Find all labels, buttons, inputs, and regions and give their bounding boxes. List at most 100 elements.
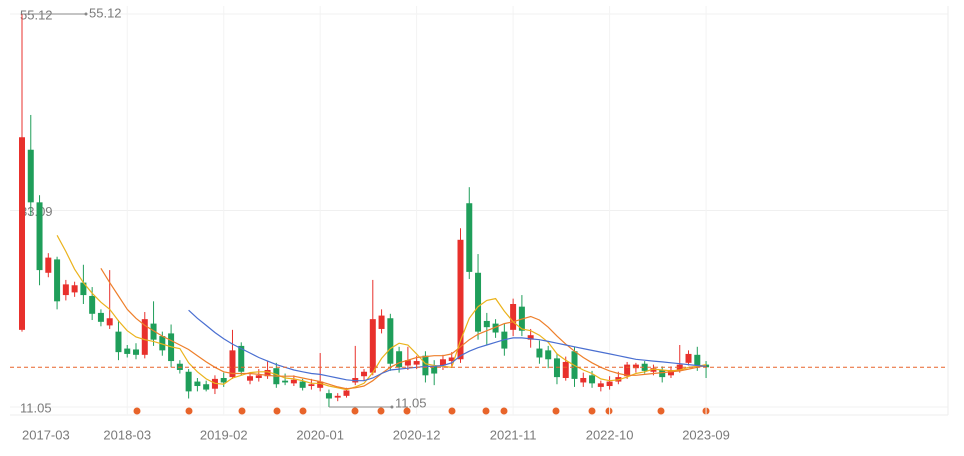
- event-dot: [552, 407, 560, 415]
- candle-body: [694, 354, 701, 366]
- event-dot: [588, 407, 596, 415]
- candle-body: [71, 285, 78, 293]
- candle-body: [475, 272, 482, 332]
- candle-body: [308, 384, 315, 387]
- candle-body: [431, 366, 438, 374]
- candle-body: [650, 368, 657, 372]
- candle-body: [141, 319, 148, 355]
- event-dot: [377, 407, 385, 415]
- candle-body: [62, 284, 69, 296]
- candle-body: [562, 361, 569, 378]
- candle-body: [45, 257, 52, 273]
- x-tick-label: 2018-03: [103, 427, 151, 442]
- candle-body: [159, 336, 166, 351]
- candle-body: [194, 381, 201, 387]
- candle-body: [54, 259, 61, 302]
- candle-body: [264, 369, 271, 377]
- candle-body: [387, 318, 394, 364]
- candle-body: [19, 137, 25, 330]
- event-dot: [185, 407, 193, 415]
- candle-body: [580, 377, 587, 383]
- candle-body: [396, 351, 403, 368]
- candle-body: [510, 303, 517, 330]
- event-dot: [657, 407, 665, 415]
- candle-body: [185, 371, 192, 392]
- candle-body: [632, 364, 639, 369]
- candle-body: [536, 348, 543, 358]
- candle-body: [361, 371, 368, 377]
- candle-body: [378, 315, 385, 329]
- event-dot: [299, 407, 307, 415]
- candle-body: [624, 364, 631, 377]
- ma-line: [100, 267, 707, 390]
- candle-body: [133, 349, 140, 355]
- x-tick-label: 2019-02: [200, 427, 248, 442]
- candle-body: [413, 361, 420, 365]
- event-dot: [238, 407, 246, 415]
- x-tick-label: 2020-01: [296, 427, 344, 442]
- max-label: 55.12: [89, 5, 122, 20]
- x-tick-label: 2022-10: [586, 427, 634, 442]
- y-tick-label: 55.12: [20, 7, 53, 22]
- event-dot: [403, 407, 411, 415]
- event-dot: [273, 407, 281, 415]
- event-dot: [605, 407, 613, 415]
- candle-body: [220, 377, 227, 383]
- x-tick-label: 2021-11: [490, 427, 537, 442]
- candle-body: [492, 323, 499, 333]
- candle-body: [597, 383, 604, 387]
- candle-body: [369, 319, 376, 373]
- candle-body: [115, 331, 122, 353]
- event-dot: [351, 407, 359, 415]
- candle-body: [685, 353, 692, 363]
- ma-line: [56, 235, 707, 391]
- x-tick-label: 2020-12: [393, 427, 441, 442]
- candle-body: [282, 380, 289, 383]
- candle-body: [527, 335, 534, 340]
- candle-body: [676, 364, 683, 370]
- y-tick-label: 33.09: [20, 204, 53, 219]
- candle-body: [545, 350, 552, 360]
- candle-body: [290, 379, 297, 384]
- event-dot: [482, 407, 490, 415]
- candle-body: [589, 375, 596, 384]
- candle-body: [36, 202, 43, 271]
- candle-body: [466, 203, 473, 272]
- candle-body: [457, 239, 464, 360]
- candle-body: [343, 390, 350, 396]
- event-dot: [133, 407, 141, 415]
- candle-body: [606, 381, 613, 387]
- candle-body: [404, 360, 411, 366]
- ma-line: [188, 309, 707, 382]
- candle-body: [334, 395, 341, 398]
- candle-body: [247, 376, 254, 381]
- candle-body: [448, 357, 455, 362]
- event-markers: [133, 407, 710, 415]
- candle-body: [150, 323, 157, 340]
- min-pointer-dot: [390, 405, 394, 409]
- candle-body: [325, 393, 332, 399]
- candle-body: [89, 295, 96, 314]
- candle-body: [80, 282, 87, 296]
- candle-body: [255, 375, 262, 378]
- candle-body: [229, 350, 236, 378]
- candle-body: [667, 369, 674, 376]
- candle-body: [97, 312, 104, 322]
- candle-body: [203, 384, 210, 390]
- candle-body: [124, 348, 131, 354]
- candle-body: [659, 369, 666, 378]
- candle-body: [641, 363, 648, 371]
- candle-body: [238, 345, 245, 372]
- event-dot: [448, 407, 456, 415]
- candle-body: [439, 359, 446, 366]
- x-tick-label: 2023-09: [682, 427, 730, 442]
- x-tick-label: 2017-03: [22, 427, 70, 442]
- candle-body: [422, 355, 429, 376]
- candle-body: [483, 320, 490, 328]
- candle-body: [27, 149, 34, 203]
- max-pointer-dot: [84, 12, 88, 16]
- candle-body: [106, 318, 113, 326]
- candle-body: [317, 381, 324, 388]
